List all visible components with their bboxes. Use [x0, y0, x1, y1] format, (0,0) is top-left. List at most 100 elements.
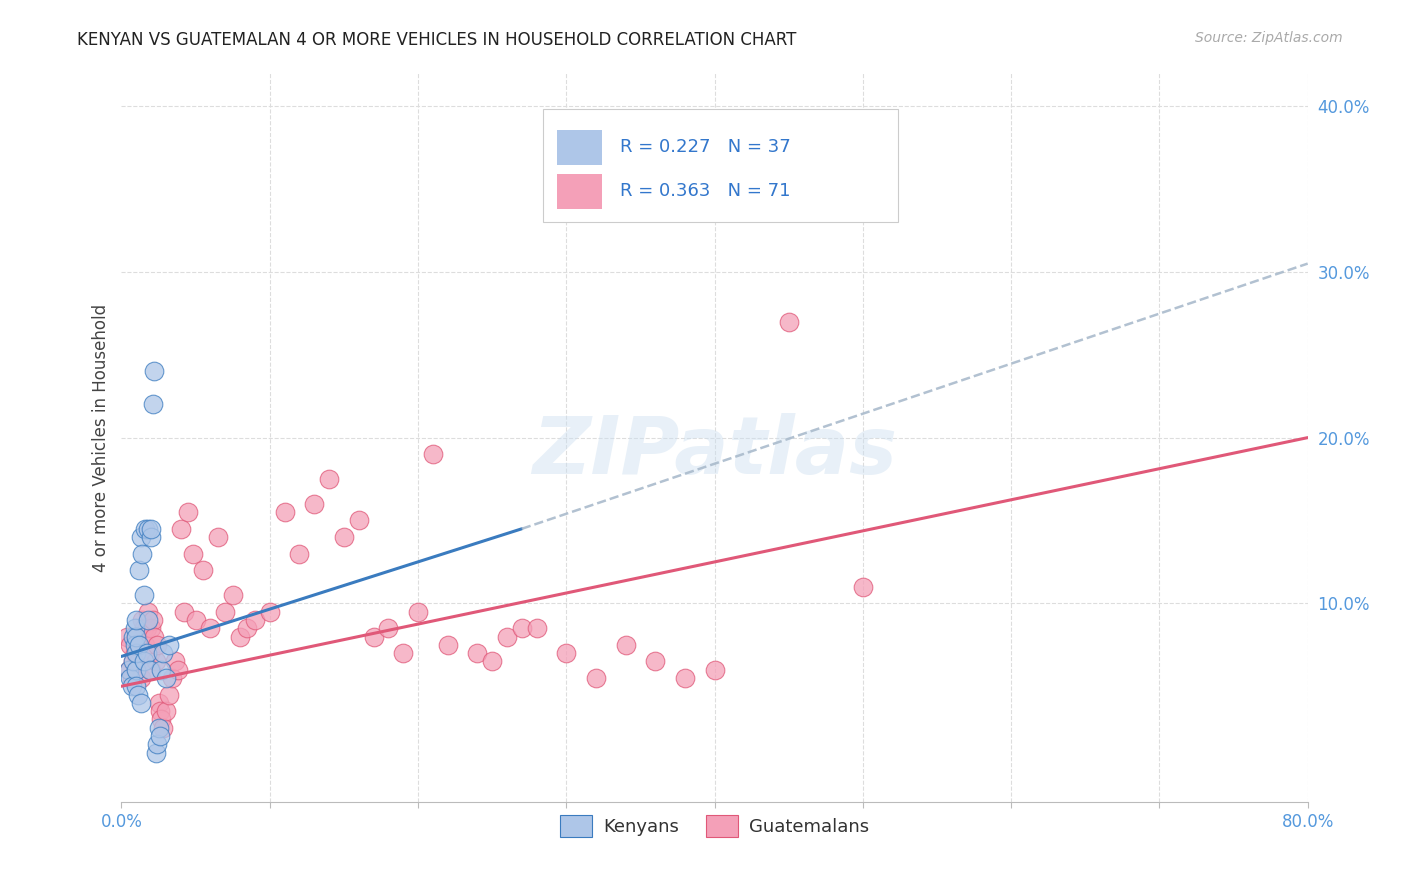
Point — [555, 646, 578, 660]
Point — [243, 613, 266, 627]
Point — [128, 654, 150, 668]
Point — [318, 472, 340, 486]
Point — [422, 447, 444, 461]
Text: Source: ZipAtlas.com: Source: ZipAtlas.com — [1195, 31, 1343, 45]
Point — [703, 663, 725, 677]
Point — [128, 563, 150, 577]
Point — [155, 671, 177, 685]
Point — [132, 588, 155, 602]
Legend: Kenyans, Guatemalans: Kenyans, Guatemalans — [553, 808, 877, 845]
Point — [160, 671, 183, 685]
Point — [510, 621, 533, 635]
Point — [120, 671, 142, 685]
Point — [170, 522, 193, 536]
Bar — [557, 130, 602, 165]
Point — [125, 613, 148, 627]
Point — [221, 588, 243, 602]
Point — [122, 654, 145, 668]
Point — [143, 364, 166, 378]
Point — [214, 605, 236, 619]
Point — [778, 315, 800, 329]
Point — [122, 654, 145, 668]
Point — [125, 663, 148, 677]
Point — [145, 746, 167, 760]
Point — [128, 638, 150, 652]
Point — [136, 613, 159, 627]
Point — [136, 605, 159, 619]
Point — [166, 663, 188, 677]
Point — [132, 621, 155, 635]
Point — [149, 729, 172, 743]
Point — [288, 547, 311, 561]
Point — [122, 630, 145, 644]
Point — [139, 621, 162, 635]
Text: ZIPatlas: ZIPatlas — [531, 413, 897, 491]
Point — [138, 646, 160, 660]
Point — [302, 497, 325, 511]
Point — [118, 663, 141, 677]
Point — [259, 605, 281, 619]
Point — [177, 505, 200, 519]
Point — [135, 646, 157, 660]
Point — [129, 530, 152, 544]
Point — [125, 630, 148, 644]
Point — [139, 663, 162, 677]
Point — [273, 505, 295, 519]
Point — [152, 646, 174, 660]
Point — [129, 696, 152, 710]
Text: KENYAN VS GUATEMALAN 4 OR MORE VEHICLES IN HOUSEHOLD CORRELATION CHART: KENYAN VS GUATEMALAN 4 OR MORE VEHICLES … — [77, 31, 797, 49]
Point — [526, 621, 548, 635]
Point — [138, 663, 160, 677]
Point — [347, 514, 370, 528]
Point — [139, 530, 162, 544]
Point — [145, 654, 167, 668]
Point — [136, 522, 159, 536]
Bar — [557, 174, 602, 209]
Point — [155, 704, 177, 718]
Point — [200, 621, 222, 635]
Point — [132, 654, 155, 668]
Point — [121, 679, 143, 693]
Point — [129, 671, 152, 685]
Point — [236, 621, 259, 635]
Point — [229, 630, 252, 644]
Point — [465, 646, 488, 660]
Point — [118, 663, 141, 677]
Point — [163, 654, 186, 668]
Point — [173, 605, 195, 619]
Point — [157, 638, 180, 652]
Point — [124, 638, 146, 652]
Point — [125, 630, 148, 644]
Point — [392, 646, 415, 660]
Point — [142, 397, 165, 411]
Point — [142, 613, 165, 627]
Point — [149, 704, 172, 718]
Point — [146, 737, 169, 751]
Point — [120, 638, 142, 652]
Point — [496, 630, 519, 644]
Point — [406, 605, 429, 619]
Point — [207, 530, 229, 544]
Point — [127, 688, 149, 702]
Point — [121, 671, 143, 685]
Point — [150, 712, 173, 726]
Y-axis label: 4 or more Vehicles in Household: 4 or more Vehicles in Household — [93, 303, 110, 572]
Point — [152, 721, 174, 735]
Point — [131, 613, 153, 627]
Point — [673, 671, 696, 685]
Point — [117, 630, 139, 644]
Point — [124, 621, 146, 635]
FancyBboxPatch shape — [543, 110, 898, 222]
Point — [125, 679, 148, 693]
Point — [481, 654, 503, 668]
Point — [127, 638, 149, 652]
Point — [135, 621, 157, 635]
Point — [363, 630, 385, 644]
Point — [150, 663, 173, 677]
Point — [143, 630, 166, 644]
Point — [184, 613, 207, 627]
Point — [852, 580, 875, 594]
Point — [614, 638, 637, 652]
Point — [181, 547, 204, 561]
Point — [148, 721, 170, 735]
